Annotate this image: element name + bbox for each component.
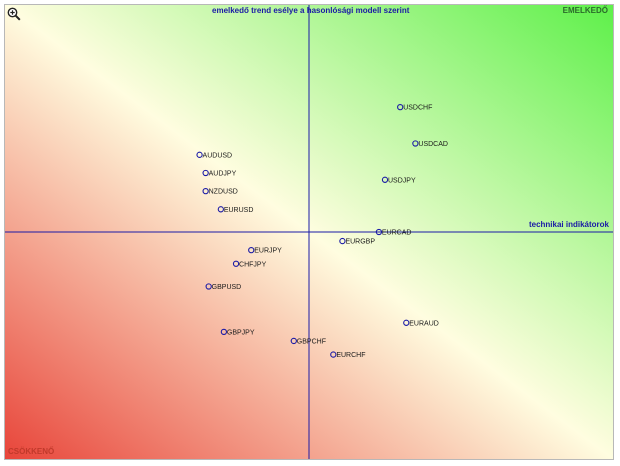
- point-label: NZDUSD: [209, 189, 238, 196]
- corner-label-down: CSÖKKENŐ: [8, 447, 55, 456]
- point-label: GBPCHF: [297, 338, 326, 345]
- data-point-eurchf[interactable]: EURCHF: [330, 351, 366, 359]
- point-marker: [381, 176, 389, 183]
- data-point-usdcad[interactable]: USDCAD: [412, 140, 448, 148]
- point-label: EURCAD: [382, 230, 412, 237]
- data-point-eurusd[interactable]: EURUSD: [217, 206, 254, 214]
- point-marker: [397, 104, 404, 111]
- zoom-icon[interactable]: [7, 7, 21, 21]
- data-point-eurjpy[interactable]: EURJPY: [248, 247, 283, 255]
- chart-area: USDCHF USDCAD USDJPY AUDUSD AUDJPY NZDUSD EURU…: [4, 4, 614, 460]
- data-point-euraud[interactable]: EURAUD: [403, 319, 439, 327]
- point-label: AUDJPY: [209, 170, 237, 177]
- point-label: GBPUSD: [212, 284, 242, 291]
- point-label: EURAUD: [409, 320, 439, 327]
- point-marker: [220, 328, 228, 336]
- data-point-nzdusd[interactable]: NZDUSD: [202, 187, 238, 196]
- data-point-usdjpy[interactable]: USDJPY: [381, 176, 416, 184]
- data-point-gbpjpy[interactable]: GBPJPY: [220, 328, 255, 336]
- data-point-audusd[interactable]: AUDUSD: [196, 151, 233, 159]
- point-marker: [412, 140, 419, 147]
- point-label: GBPJPY: [227, 329, 255, 336]
- point-marker: [196, 151, 203, 158]
- point-label: USDCHF: [403, 105, 432, 112]
- point-marker: [330, 351, 337, 358]
- point-label: USDJPY: [388, 177, 416, 184]
- data-point-chfjpy[interactable]: CHFJPY: [232, 260, 267, 268]
- point-marker: [290, 337, 297, 345]
- point-marker: [248, 247, 255, 254]
- scatter-plot: USDCHF USDCAD USDJPY AUDUSD AUDJPY NZDUSD EURU…: [5, 5, 613, 459]
- point-label: EURCHF: [336, 352, 365, 359]
- point-marker: [217, 206, 224, 213]
- point-label: EURJPY: [254, 248, 282, 255]
- y-axis-label: emelkedő trend esélye a hasonlósági mode…: [212, 6, 410, 15]
- point-label: EURGBP: [345, 239, 375, 246]
- point-marker: [202, 187, 209, 195]
- point-marker: [202, 169, 209, 177]
- point-marker: [205, 283, 212, 290]
- corner-label-up: EMELKEDŐ: [562, 6, 608, 15]
- data-point-audjpy[interactable]: AUDJPY: [202, 169, 237, 177]
- data-point-eurcad[interactable]: EURCAD: [375, 228, 412, 237]
- point-label: EURUSD: [224, 207, 254, 214]
- x-axis-label: technikai indikátorok: [528, 220, 609, 229]
- data-point-eurgbp[interactable]: EURGBP: [339, 237, 375, 246]
- point-label: AUDUSD: [203, 152, 233, 159]
- points-layer: USDCHF USDCAD USDJPY AUDUSD AUDJPY NZDUSD EURU…: [196, 104, 448, 359]
- point-marker: [232, 260, 240, 267]
- data-point-usdchf[interactable]: USDCHF: [397, 104, 433, 112]
- data-point-gbpusd[interactable]: GBPUSD: [205, 283, 242, 291]
- point-marker: [375, 228, 383, 236]
- point-label: USDCAD: [418, 141, 448, 148]
- data-point-gbpchf[interactable]: GBPCHF: [290, 337, 326, 345]
- point-marker: [403, 319, 410, 326]
- point-label: CHFJPY: [239, 261, 267, 268]
- point-marker: [339, 237, 346, 245]
